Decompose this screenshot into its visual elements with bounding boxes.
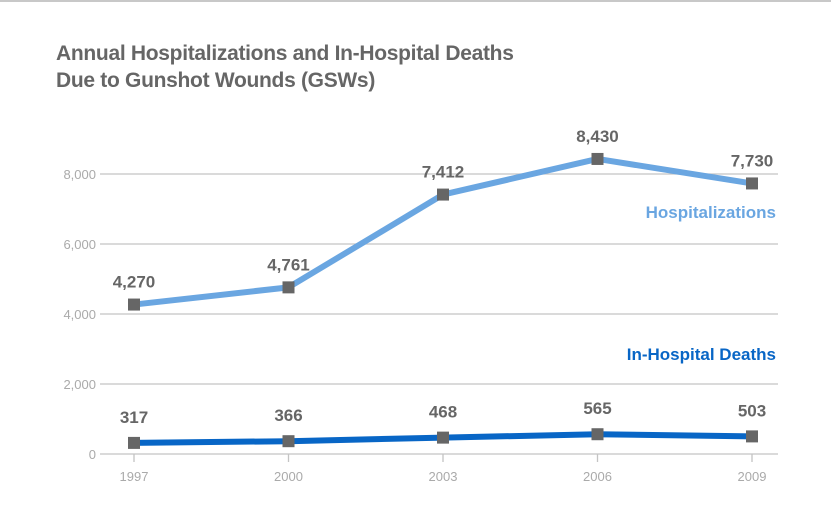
y-tick-label: 0 (89, 447, 96, 462)
data-point-marker (437, 188, 449, 201)
data-label: 366 (274, 406, 302, 425)
x-tick-label: 2000 (274, 469, 303, 484)
x-tick-label: 1997 (120, 469, 149, 484)
y-tick-label: 4,000 (63, 307, 96, 322)
chart-title: Annual Hospitalizations and In-Hospital … (56, 40, 514, 94)
data-label: 317 (120, 408, 148, 427)
x-tick-label: 2003 (429, 469, 458, 484)
data-point-marker (128, 436, 140, 449)
data-point-marker (746, 430, 758, 443)
chart-title-line-2: Due to Gunshot Wounds (GSWs) (56, 69, 376, 92)
data-label: 4,761 (267, 255, 310, 274)
data-point-marker (591, 428, 604, 441)
data-label: 503 (738, 401, 766, 420)
y-tick-label: 6,000 (63, 237, 96, 252)
data-point-marker (128, 298, 140, 311)
x-tick-label: 2009 (738, 469, 767, 484)
data-point-marker (282, 435, 295, 448)
legend-in-hospital-deaths: In-Hospital Deaths (627, 345, 776, 364)
data-label: 4,270 (113, 273, 156, 292)
data-point-marker (282, 281, 295, 294)
data-point-marker (437, 431, 449, 444)
x-tick-label: 2006 (583, 469, 612, 484)
data-label: 7,412 (422, 163, 465, 182)
y-tick-label: 8,000 (63, 167, 96, 182)
data-label: 8,430 (576, 127, 619, 146)
y-tick-label: 2,000 (63, 377, 96, 392)
legend-hospitalizations: Hospitalizations (646, 203, 776, 222)
data-label: 7,730 (731, 151, 774, 170)
data-point-marker (591, 152, 604, 165)
chart-title-line-1: Annual Hospitalizations and In-Hospital … (56, 42, 514, 65)
data-label: 468 (429, 403, 457, 422)
data-label: 565 (583, 399, 611, 418)
data-point-marker (746, 177, 758, 190)
